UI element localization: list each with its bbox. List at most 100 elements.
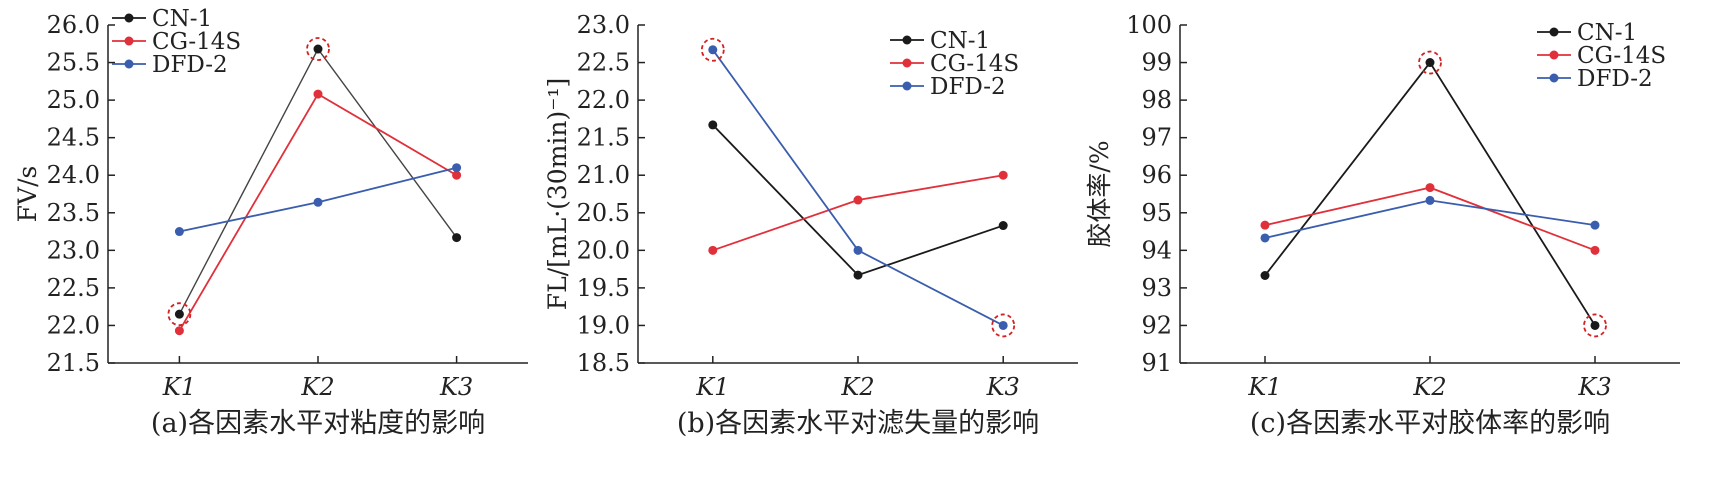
y-tick-label: 97 [1141, 124, 1172, 152]
legend-label: CN-1 [1577, 20, 1637, 46]
y-tick-label: 21.5 [47, 349, 100, 377]
legend-swatch-marker [1549, 50, 1559, 60]
y-tick-label: 95 [1141, 199, 1172, 227]
y-tick-label: 19.0 [577, 311, 630, 339]
legend-label: CG-14S [1577, 43, 1666, 69]
y-tick-label: 99 [1141, 49, 1172, 77]
legend-label: DFD-2 [930, 74, 1006, 100]
series-line-cg-14s [178, 92, 458, 332]
data-point-cn-1 [1590, 320, 1600, 330]
y-tick-label: 22.0 [577, 86, 630, 114]
data-point-dfd-2 [1425, 195, 1435, 205]
y-tick-label: 92 [1141, 311, 1172, 339]
legend-swatch-marker [1549, 27, 1559, 37]
highlight-ring [1583, 313, 1607, 338]
chart-panel-a: 21.5 22.0 22.5 23.0 23.5 24.0 24.5 25.0 25.5 26.0… [13, 6, 528, 439]
data-point-cg-14s [1425, 183, 1435, 193]
data-point-cn-1 [853, 270, 863, 280]
data-point-cg-14s [1260, 220, 1270, 230]
chart-panel-c: 91 92 93 94 95 96 97 98 99 100 K1 K2 K3 胶体率/% (c)各因素水平… [1085, 11, 1680, 439]
y-tick-label: 23.0 [47, 236, 100, 264]
x-tick-label: K2 [300, 373, 334, 401]
series-line-cg-14s [712, 174, 1004, 252]
data-point-dfd-2 [452, 163, 462, 173]
y-axis-label: FL/[mL·(30min)⁻¹] [543, 78, 572, 310]
y-tick-label: 23.5 [47, 199, 100, 227]
legend-label: CN-1 [152, 6, 212, 32]
legend-swatch-marker [124, 36, 134, 46]
data-point-cg-14s [998, 170, 1008, 180]
data-point-cn-1 [174, 309, 184, 319]
legend-label: DFD-2 [1577, 66, 1653, 92]
legend-label: DFD-2 [152, 52, 228, 78]
y-tick-label: 23.0 [577, 11, 630, 39]
y-tick-label: 24.5 [47, 124, 100, 152]
y-tick-label: 22.5 [577, 49, 630, 77]
highlight-ring [991, 313, 1016, 338]
y-tick-label: 25.5 [47, 49, 100, 77]
y-tick-label: 18.5 [577, 349, 630, 377]
y-tick-label: 96 [1141, 161, 1172, 189]
legend-swatch-marker [902, 81, 912, 91]
y-tick-label: 22.5 [47, 274, 100, 302]
data-point-dfd-2 [313, 197, 323, 207]
legend-swatch-marker [124, 59, 134, 69]
x-tick-label: K1 [1247, 373, 1281, 401]
data-point-dfd-2 [998, 320, 1008, 330]
x-tick-label: K3 [1577, 373, 1611, 401]
data-point-cg-14s [853, 195, 863, 205]
highlight-ring [306, 37, 330, 61]
series-line-cn-1 [178, 47, 458, 315]
data-point-dfd-2 [1260, 233, 1270, 243]
y-tick-label: 21.5 [577, 124, 630, 152]
x-tick-label: K2 [840, 373, 874, 401]
legend-label: CG-14S [930, 51, 1019, 77]
y-axis-label: 胶体率/% [1085, 140, 1114, 247]
x-tick-label: K3 [439, 373, 473, 401]
highlight-ring [167, 302, 192, 327]
x-tick-label: K1 [695, 373, 729, 401]
highlight-ring [1418, 50, 1442, 75]
panel-caption: (a)各因素水平对粘度的影响 [151, 408, 485, 439]
legend-swatch-marker [124, 13, 134, 23]
legend-swatch-marker [902, 35, 912, 45]
x-tick-label: K1 [162, 373, 196, 401]
data-point-cn-1 [1260, 270, 1270, 280]
data-point-cg-14s [1590, 245, 1600, 255]
x-tick-label: K3 [986, 373, 1020, 401]
highlight-ring [700, 37, 725, 62]
y-tick-label: 25.0 [47, 86, 100, 114]
legend-swatch-marker [902, 58, 912, 68]
panel-caption: (b)各因素水平对滤失量的影响 [677, 408, 1039, 439]
y-axis-label: FV/s [13, 166, 42, 223]
data-point-cn-1 [313, 44, 323, 54]
y-tick-label: 94 [1141, 236, 1172, 264]
data-point-dfd-2 [174, 227, 184, 237]
y-tick-label: 22.0 [47, 311, 100, 339]
y-tick-label: 91 [1141, 349, 1172, 377]
chart-panel-b: 18.5 19.0 19.5 20.0 20.5 21.0 21.5 22.0 22.5 23.0… [543, 11, 1078, 439]
y-tick-label: 93 [1141, 274, 1172, 302]
x-tick-label: K2 [1412, 373, 1446, 401]
series-line-cn-1 [1264, 60, 1596, 326]
data-point-cn-1 [708, 120, 718, 130]
legend-swatch-marker [1549, 73, 1559, 83]
y-tick-label: 21.0 [577, 161, 630, 189]
data-point-cg-14s [708, 245, 718, 255]
data-point-cn-1 [452, 233, 462, 243]
y-tick-label: 100 [1126, 11, 1172, 39]
y-tick-label: 98 [1141, 86, 1172, 114]
y-tick-label: 26.0 [47, 11, 100, 39]
legend-label: CG-14S [152, 29, 241, 55]
data-point-cg-14s [174, 326, 184, 336]
data-point-cn-1 [998, 221, 1008, 231]
data-point-dfd-2 [853, 245, 863, 255]
data-point-cg-14s [313, 89, 323, 99]
data-point-dfd-2 [708, 45, 718, 55]
data-point-dfd-2 [1590, 220, 1600, 230]
legend-label: CN-1 [930, 28, 990, 54]
